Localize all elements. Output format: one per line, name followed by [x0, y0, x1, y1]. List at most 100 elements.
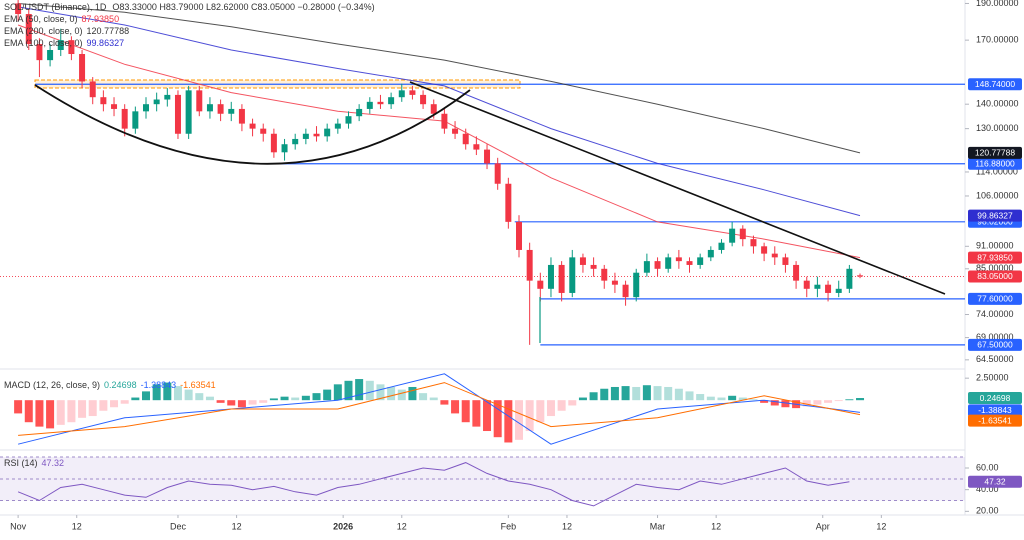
candle-body — [590, 264, 597, 269]
candle-body — [569, 257, 576, 293]
macd-histogram-bar — [834, 400, 843, 402]
macd-histogram-bar — [706, 396, 715, 401]
candle-body — [782, 257, 789, 265]
legend-header: SOL/USDT (Binance), 1D O83.33000 H83.7900… — [4, 2, 375, 12]
y-tick-label: 91.00000 — [976, 241, 1014, 251]
candle-body — [36, 44, 43, 61]
macd-histogram-bar — [323, 389, 332, 401]
axis-tag-box — [968, 78, 1022, 91]
axis-tag-label: -1.38843 — [978, 405, 1012, 415]
candle-body — [771, 253, 778, 258]
macd-histogram-bar — [269, 398, 278, 401]
axis-tag-box — [968, 157, 1022, 170]
candle-body — [675, 257, 682, 262]
legend-entry: EMA (200, close, 0) 120.77788 — [4, 26, 129, 36]
candle-body — [334, 123, 341, 129]
axis-tag-box — [968, 146, 1022, 159]
candle-body — [89, 81, 96, 98]
macd-histogram-bar — [557, 400, 566, 411]
candle-body — [292, 138, 299, 145]
axis-tag-box — [968, 414, 1022, 427]
candle-body — [825, 284, 832, 293]
candle-body — [697, 257, 704, 265]
macd-histogram-bar — [451, 400, 460, 414]
macd-histogram-bar — [493, 400, 502, 438]
candle-body — [57, 40, 64, 50]
macd-histogram-bar — [845, 399, 854, 401]
macd-histogram-bar — [642, 385, 651, 401]
candle-body — [100, 97, 107, 105]
macd-histogram-bar — [376, 384, 385, 401]
candle-body — [302, 133, 309, 139]
macd-histogram-bar — [738, 397, 747, 401]
candle-body — [739, 228, 746, 240]
candle-body — [111, 104, 118, 109]
candle-body — [665, 257, 672, 269]
candle-body — [462, 133, 469, 145]
candle-body — [452, 128, 459, 134]
candle-body — [643, 261, 650, 273]
macd-histogram-bar — [696, 394, 705, 401]
axis-tag-box — [968, 270, 1022, 283]
y-tick-label: 2.50000 — [976, 373, 1009, 383]
candle-body — [345, 116, 352, 124]
y-tick-label: 64.50000 — [976, 354, 1014, 364]
macd-histogram-bar — [515, 400, 524, 440]
candle-body — [68, 40, 75, 55]
macd-histogram-bar — [824, 400, 833, 403]
y-tick-label: 20.00 — [976, 506, 999, 516]
candle-body — [356, 108, 363, 117]
macd-histogram-bar — [525, 400, 534, 432]
macd-histogram-bar — [632, 386, 641, 401]
rounding-bottom-drawing — [34, 84, 471, 165]
candle-body — [622, 284, 629, 298]
axis-tag-label: 116.88000 — [975, 158, 1015, 168]
macd-histogram-bar — [461, 400, 470, 423]
candle-body — [750, 239, 757, 247]
candle-body — [846, 268, 853, 289]
macd-histogram-bar — [397, 389, 406, 401]
candle-body — [611, 280, 618, 285]
axis-tag-box — [968, 209, 1022, 222]
macd-histogram-bar — [142, 391, 151, 401]
legend-value: 87.93850 — [82, 14, 120, 24]
macd-histogram-bar — [344, 380, 353, 401]
axis-tag-box — [968, 475, 1022, 488]
axis-tag-label: -1.63541 — [978, 415, 1012, 425]
candle-body — [196, 90, 203, 112]
macd-histogram-bar — [621, 386, 630, 401]
macd-histogram-bar — [355, 379, 364, 401]
x-tick-label: 12 — [876, 521, 886, 531]
x-tick-label: Feb — [501, 521, 517, 531]
candle-body — [793, 264, 800, 281]
macd-histogram-bar — [685, 391, 694, 401]
candle-body — [814, 284, 821, 289]
macd-histogram-bar — [173, 386, 182, 401]
macd-histogram-bar — [205, 396, 214, 401]
ema-line — [18, 3, 861, 154]
candle-body — [260, 128, 267, 134]
candle-body — [473, 144, 480, 150]
legend-value: 120.77788 — [87, 26, 130, 36]
candle-body — [121, 108, 128, 129]
macd-histogram-bar — [408, 386, 417, 401]
candle-body — [132, 111, 139, 129]
macd-histogram-bar — [227, 400, 236, 406]
rsi-legend: RSI (14) 47.32 — [4, 458, 64, 468]
overlay: 148.74000116.8800098.0200077.6000067.500… — [4, 2, 1022, 488]
axis-tag-label: 148.74000 — [975, 79, 1015, 89]
axis-tag-label: 87.93850 — [977, 252, 1013, 262]
candle-body — [718, 242, 725, 250]
macd-histogram-bar — [237, 400, 246, 408]
macd-histogram-bar — [387, 386, 396, 401]
y-tick-label: 85.00000 — [976, 263, 1014, 273]
macd-histogram-bar — [131, 397, 140, 401]
y-tick-label: 106.00000 — [976, 190, 1019, 200]
candle-body — [388, 97, 395, 105]
x-tick-label: 12 — [232, 521, 242, 531]
candle-body — [47, 49, 54, 61]
candle-body — [15, 3, 22, 15]
candle-body — [803, 280, 810, 289]
legend-value: 99.86327 — [87, 38, 125, 48]
macd-histogram-bar — [99, 400, 108, 411]
